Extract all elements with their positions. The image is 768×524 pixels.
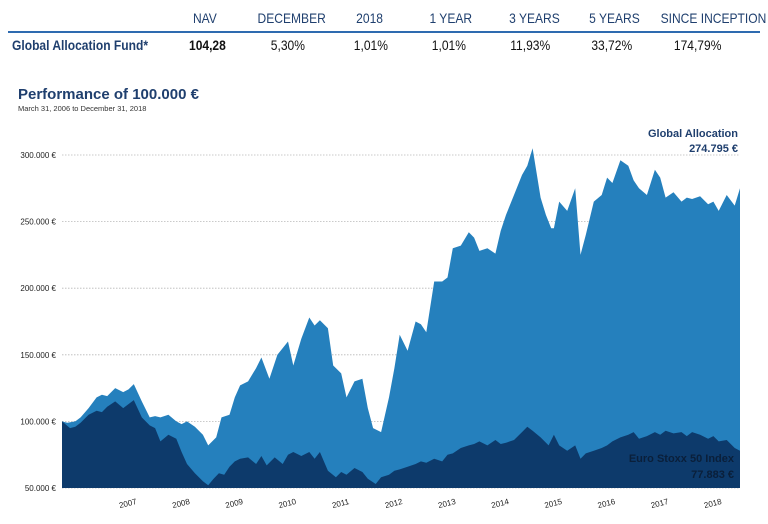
x-tick-label: 2007 [118, 497, 138, 510]
x-tick-label: 2010 [278, 497, 298, 510]
value-1-year: 1,01% [431, 37, 466, 53]
x-tick-label: 2011 [331, 497, 350, 510]
value-5-years: 33,72% [591, 37, 633, 53]
header-nav: NAV [192, 10, 217, 26]
x-tick-label: 2008 [171, 497, 191, 510]
value-december: 5,30% [270, 37, 305, 53]
chart-subtitle: March 31, 2006 to December 31, 2018 [18, 104, 147, 113]
series-end-value-global: 274.795 € [689, 143, 738, 155]
y-tick-label: 100.000 € [20, 417, 56, 426]
series-end-value-stoxx: 77.883 € [691, 469, 734, 481]
y-tick-label: 200.000 € [20, 284, 56, 293]
x-tick-label: 2015 [544, 497, 564, 510]
header-2018: 2018 [356, 10, 383, 26]
euro-stoxx-area [62, 400, 740, 488]
x-tick-label: 2017 [650, 497, 670, 510]
table-divider [8, 31, 760, 33]
x-tick-label: 2014 [490, 497, 510, 510]
y-tick-label: 50.000 € [25, 484, 57, 493]
series-label-stoxx: Euro Stoxx 50 Index [629, 453, 735, 465]
value-3-years: 11,93% [510, 37, 551, 53]
x-tick-label: 2012 [384, 497, 404, 510]
x-tick-label: 2018 [703, 497, 723, 510]
value-nav: 104,28 [188, 37, 226, 53]
header-since-inception: SINCE INCEPTION [660, 10, 767, 26]
y-tick-label: 250.000 € [20, 218, 56, 227]
y-tick-label: 150.000 € [20, 351, 56, 360]
header-5-years: 5 YEARS [589, 10, 640, 26]
header-1-year: 1 YEAR [429, 10, 473, 26]
value-2018: 1,01% [353, 37, 388, 53]
y-tick-label: 300.000 € [20, 151, 56, 160]
header-3-years: 3 YEARS [509, 10, 560, 26]
x-tick-label: 2009 [224, 497, 244, 510]
header-december: DECEMBER [257, 10, 326, 26]
x-tick-label: 2013 [437, 497, 457, 510]
fund-name: Global Allocation Fund* [12, 37, 149, 53]
global-allocation-area [62, 148, 740, 489]
value-since-inception: 174,79% [673, 37, 722, 53]
chart-title: Performance of 100.000 € [18, 86, 199, 103]
series-label-global: Global Allocation [648, 128, 738, 140]
performance-table: NAV DECEMBER 2018 1 YEAR 3 YEARS 5 YEARS… [0, 0, 768, 68]
x-tick-label: 2016 [597, 497, 617, 510]
